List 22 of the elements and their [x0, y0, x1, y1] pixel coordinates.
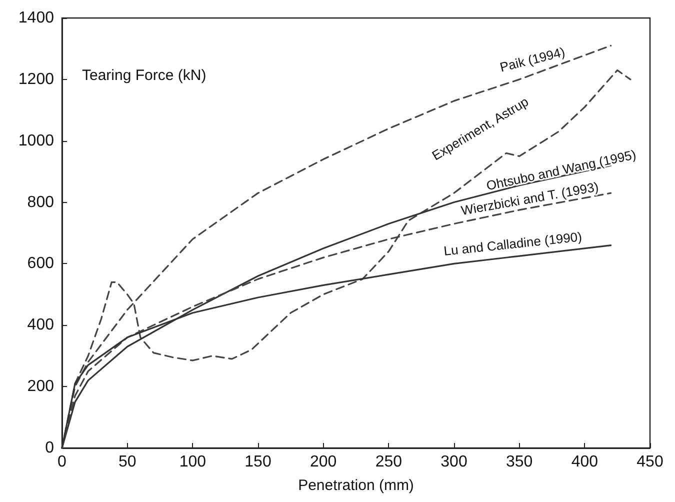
y-tick-label: 0 [45, 440, 54, 456]
y-tick-label: 800 [27, 194, 54, 211]
x-tick-label: 400 [571, 454, 598, 470]
x-tick-label: 300 [440, 454, 468, 470]
x-tick-label: 150 [244, 454, 272, 470]
x-tick-label: 350 [506, 454, 533, 470]
y-tick-label: 600 [27, 255, 54, 272]
x-tick-label: 50 [118, 454, 136, 470]
y-tick-label: 1400 [18, 10, 54, 26]
x-axis-title: Penetration (mm) [298, 477, 414, 494]
y-axis-title: Tearing Force (kN) [82, 67, 206, 84]
y-tick-label: 1000 [18, 132, 54, 150]
y-tick-label: 1200 [18, 70, 54, 88]
y-tick-label: 400 [27, 316, 54, 334]
x-tick-label: 0 [58, 454, 67, 470]
y-tick-label: 200 [27, 378, 54, 396]
x-tick-label: 100 [179, 454, 206, 470]
text: Paik (1994) [498, 44, 566, 75]
x-tick-label: 450 [636, 454, 664, 470]
x-tick-label: 200 [310, 454, 337, 470]
text: Lu and Calladine (1990) [443, 229, 583, 258]
x-tick-label: 250 [375, 454, 402, 470]
